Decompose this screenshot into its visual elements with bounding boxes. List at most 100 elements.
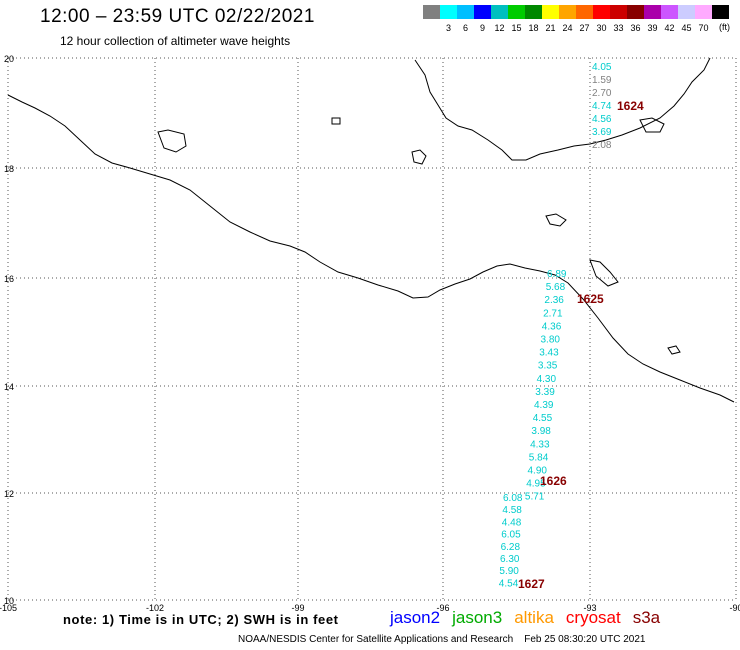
wave-height-value: 2.08	[592, 140, 612, 151]
wave-height-value: 4.39	[534, 400, 554, 411]
wave-height-value: 6.05	[501, 530, 521, 541]
wave-height-value: 6.28	[501, 542, 521, 553]
wave-height-value: 2.36	[544, 295, 564, 306]
wave-height-value: 5.90	[499, 566, 519, 577]
wave-height-value: 4.36	[542, 321, 562, 332]
legend-swatch	[593, 5, 610, 19]
legend-label: 33	[613, 23, 624, 33]
legend-label: 36	[630, 23, 641, 33]
wave-height-value: 6.89	[547, 269, 567, 280]
wave-height-legend: 3 6 9 12 15 18 21 24 27 30 33 36 39 42 45 70	[423, 5, 729, 33]
satellite-jason3: jason3	[452, 608, 503, 627]
lon-tick-label: -96	[436, 603, 449, 613]
footer-note: note: 1) Time is in UTC; 2) SWH is in fe…	[63, 612, 339, 627]
legend-label: 21	[545, 23, 556, 33]
wave-height-value: 4.33	[530, 439, 550, 450]
wave-height-value: 6.08	[503, 493, 523, 504]
lat-tick-label: 10	[4, 596, 14, 606]
wave-height-value: 3.80	[541, 335, 561, 346]
map-title: 12:00 – 23:59 UTC 02/22/2021	[40, 6, 315, 27]
pass-number-label: 1624	[617, 99, 644, 113]
legend-label: 27	[579, 23, 590, 33]
wave-height-value: 5.68	[546, 282, 566, 293]
legend-label: 30	[596, 23, 607, 33]
legend-swatch	[576, 5, 593, 19]
legend-label: 18	[528, 23, 539, 33]
coastline	[7, 57, 735, 403]
map-subtitle: 12 hour collection of altimeter wave hei…	[60, 34, 291, 48]
wave-height-value: 5.71	[525, 492, 545, 503]
wave-height-value: 3.39	[535, 387, 555, 398]
legend-label: 70	[698, 23, 709, 33]
legend-swatch	[525, 5, 542, 19]
legend-swatch	[474, 5, 491, 19]
legend-swatch	[695, 5, 712, 19]
pass-number-label: 1626	[540, 474, 567, 488]
lat-tick-label: 16	[4, 274, 14, 284]
wave-height-value: 4.95	[526, 479, 546, 490]
satellite-s3a: s3a	[632, 608, 661, 627]
satellite-jason2: jason2	[390, 608, 441, 627]
legend-label: 9	[479, 23, 485, 33]
legend-swatch	[712, 5, 729, 19]
legend-label: 12	[494, 23, 505, 33]
wave-height-value: 4.74	[592, 101, 612, 112]
wave-height-value: 1.59	[592, 75, 612, 86]
legend-label: 15	[511, 23, 522, 33]
wave-height-value: 6.30	[500, 554, 520, 565]
legend-swatch	[423, 5, 440, 19]
wave-height-value: 4.56	[592, 114, 612, 125]
lat-tick-label: 18	[4, 164, 14, 174]
wave-height-value: 3.35	[538, 361, 558, 372]
lon-tick-label: -90	[729, 603, 740, 613]
wave-height-value: 2.70	[592, 88, 612, 99]
satellite-cryosat: cryosat	[565, 608, 621, 627]
legend-label: 45	[681, 23, 692, 33]
wave-height-value: 3.43	[539, 348, 559, 359]
credit-text: NOAA/NESDIS Center for Satellite Applica…	[238, 634, 514, 645]
pass-number-label: 1625	[577, 292, 604, 306]
legend-swatch	[508, 5, 525, 19]
legend-labels: 3 6 9 12 15 18 21 24 27 30 33 36 39 42 45 70	[423, 23, 729, 33]
satellite-legend: jason2 jason3 altika cryosat s3a	[390, 608, 672, 628]
lat-tick-label: 20	[4, 54, 14, 64]
legend-swatch	[457, 5, 474, 19]
axis-labels: -105 -102 -99 -96 -93 -90 20 18 16 14 12 10	[0, 54, 740, 613]
lat-tick-label: 12	[4, 489, 14, 499]
wave-height-value: 3.98	[531, 426, 551, 437]
footer-credit: NOAA/NESDIS Center for Satellite Applica…	[238, 634, 645, 645]
legend-swatch	[610, 5, 627, 19]
lat-tick-label: 14	[4, 382, 14, 392]
wave-height-value: 4.30	[537, 374, 557, 385]
lon-tick-label: -102	[146, 603, 164, 613]
legend-label: 24	[562, 23, 573, 33]
legend-unit: (ft)	[719, 22, 730, 32]
lon-tick-label: -93	[583, 603, 596, 613]
wave-height-value: 4.48	[502, 517, 522, 528]
lon-tick-label: -105	[0, 603, 17, 613]
wave-height-value: 5.84	[529, 452, 549, 463]
legend-swatch	[661, 5, 678, 19]
wave-height-value: 4.58	[502, 505, 522, 516]
wave-height-value: 4.54	[499, 578, 519, 589]
legend-swatch	[542, 5, 559, 19]
legend-swatch	[440, 5, 457, 19]
lon-tick-label: -99	[291, 603, 304, 613]
legend-label: 6	[462, 23, 468, 33]
satellite-altika: altika	[514, 608, 554, 627]
wave-height-value: 4.55	[533, 413, 553, 424]
pass-number-label: 1627	[518, 577, 545, 591]
legend-swatch	[627, 5, 644, 19]
lat-lon-grid	[7, 57, 737, 601]
legend-label: 3	[445, 23, 451, 33]
wave-height-value: 4.90	[528, 466, 548, 477]
wave-height-value: 2.71	[543, 308, 563, 319]
wave-height-value: 3.69	[592, 127, 612, 138]
legend-swatch	[678, 5, 695, 19]
legend-swatch	[559, 5, 576, 19]
legend-label: 39	[647, 23, 658, 33]
altimeter-tracks: 4.05 1.59 2.70 4.74 4.56 3.69 2.08 1624 6.89 5.68…	[499, 62, 644, 591]
timestamp-text: Feb 25 08:30:20 UTC 2021	[524, 634, 646, 645]
legend-swatches	[423, 5, 729, 19]
